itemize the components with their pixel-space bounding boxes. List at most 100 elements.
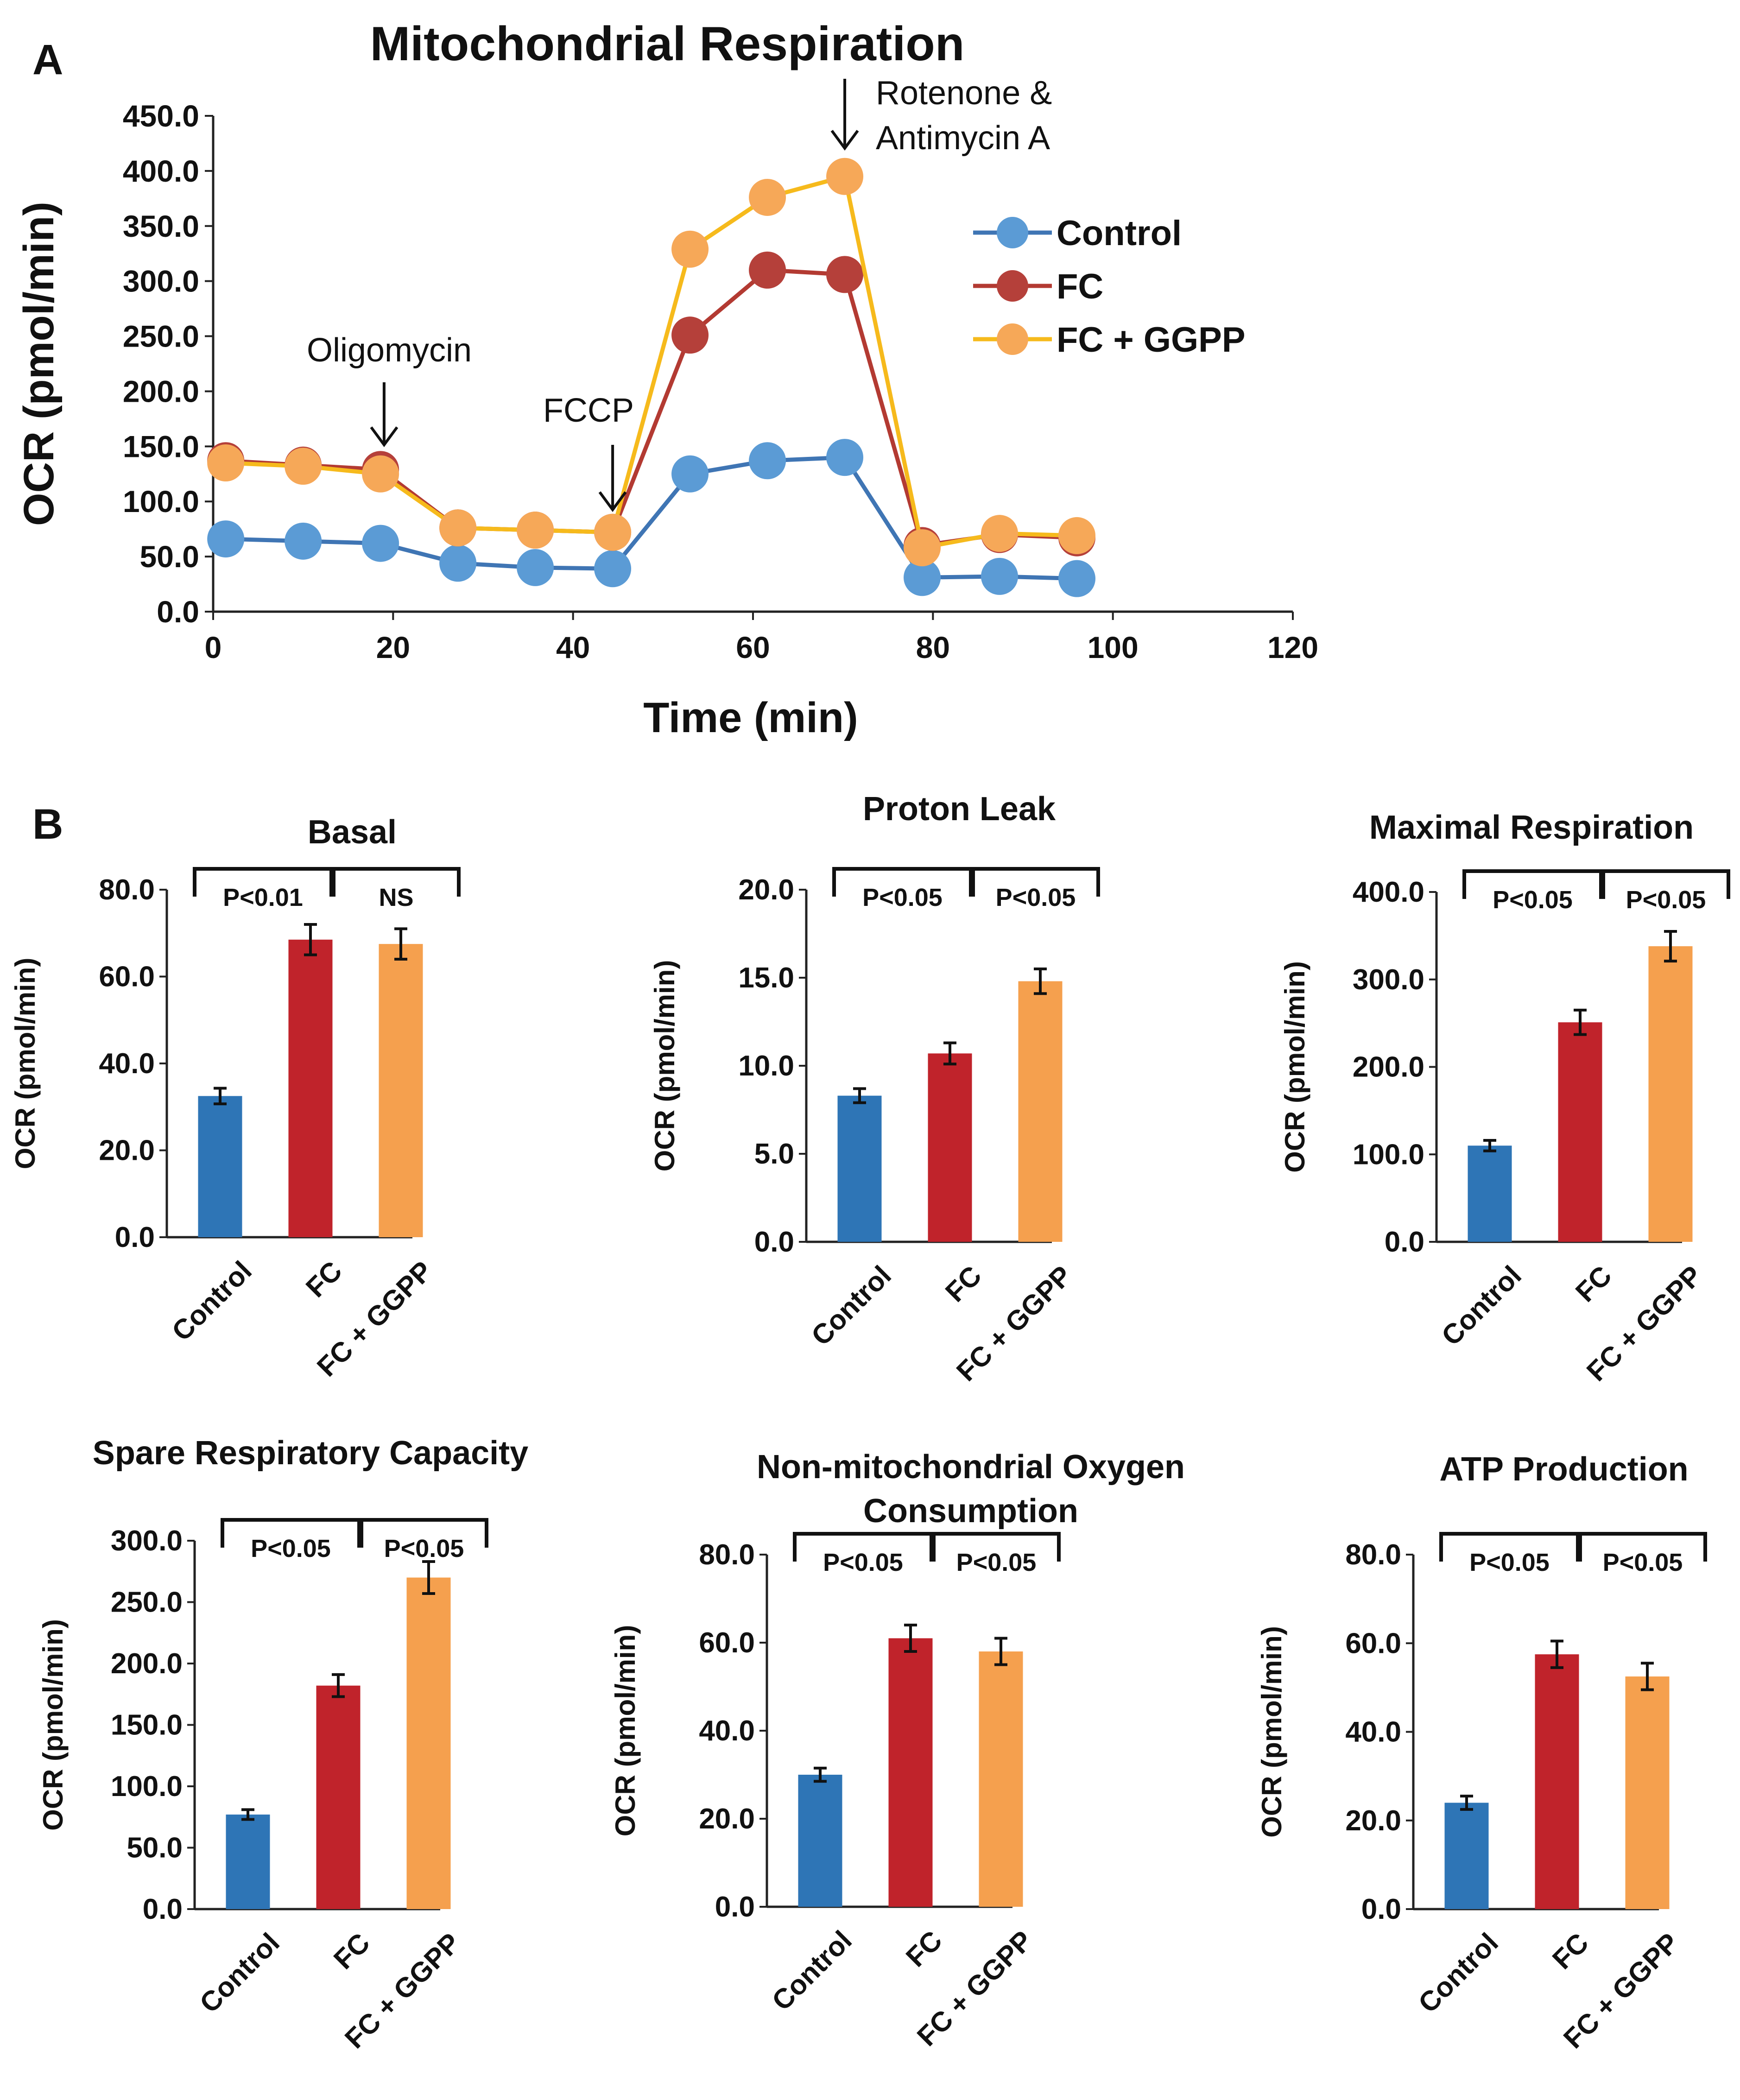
y-tick-label: 300.0 (1353, 964, 1424, 996)
y-tick-label: 250.0 (123, 319, 199, 354)
y-axis-label: OCR (pmol/min) (10, 958, 41, 1170)
y-tick-label: 450.0 (123, 99, 199, 133)
bar-2 (1018, 981, 1063, 1242)
y-tick-label: 20.0 (1345, 1805, 1401, 1837)
bar-chart-title: Maximal Respiration (1369, 809, 1694, 846)
significance-label: P<0.05 (956, 1549, 1037, 1576)
y-tick-label: 50.0 (140, 539, 199, 574)
x-tick-label: 0 (205, 630, 222, 664)
data-point (517, 512, 554, 549)
line-chart-title: Mitochondrial Respiration (370, 17, 965, 71)
annotation-antimycin: Antimycin A (876, 120, 1050, 157)
y-tick-label: 0.0 (1361, 1893, 1401, 1925)
bar-2 (979, 1651, 1023, 1907)
x-tick-label: 100 (1088, 630, 1139, 664)
y-axis-label: OCR (pmol/min) (15, 202, 63, 526)
data-point (981, 557, 1019, 595)
significance-label: NS (379, 884, 413, 911)
bar-1 (888, 1638, 933, 1907)
significance-label: P<0.05 (1626, 886, 1706, 914)
annotation-rotenone: Rotenone & (876, 75, 1052, 112)
y-axis-label: OCR (pmol/min) (649, 960, 680, 1172)
y-tick-label: 20.0 (699, 1803, 755, 1835)
data-point (1058, 517, 1095, 554)
significance-bracket (332, 867, 461, 897)
data-point (904, 559, 941, 596)
significance-label: P<0.05 (1469, 1549, 1550, 1576)
legend-label: Control (1057, 214, 1182, 253)
bar-1 (1535, 1654, 1579, 1909)
data-point (904, 529, 941, 567)
significance-label: P<0.05 (996, 884, 1076, 911)
data-point (749, 442, 786, 480)
significance-bracket (221, 1518, 361, 1548)
significance-bracket (832, 867, 973, 897)
y-tick-label: 15.0 (738, 962, 794, 994)
series-control (207, 439, 1095, 597)
significance-label: P<0.05 (1603, 1549, 1683, 1576)
legend-marker (997, 217, 1028, 248)
x-tick-label: 80 (916, 630, 950, 664)
bar-chart-title-line2: Consumption (863, 1493, 1078, 1530)
bar-0 (798, 1775, 842, 1907)
bar-1 (316, 1685, 361, 1909)
legend-marker (997, 270, 1028, 302)
y-tick-label: 0.0 (1385, 1226, 1424, 1258)
y-tick-label: 250.0 (111, 1587, 183, 1619)
panel-letter-a: A (32, 36, 63, 83)
bar-2 (1648, 946, 1693, 1242)
y-tick-label: 150.0 (111, 1709, 183, 1741)
bar-2 (1625, 1676, 1670, 1909)
x-tick-label: 20 (376, 630, 410, 664)
y-tick-label: 80.0 (1345, 1539, 1401, 1571)
significance-label: P<0.05 (823, 1549, 903, 1576)
y-tick-label: 5.0 (754, 1138, 794, 1170)
data-point (749, 251, 786, 289)
data-point (826, 439, 864, 476)
bar-2 (406, 1577, 451, 1909)
y-tick-label: 20.0 (738, 874, 794, 906)
significance-label: P<0.05 (1493, 886, 1573, 914)
line-chart: Mitochondrial Respiration 0.0 50.0 100.0 150… (15, 17, 1318, 741)
y-axis-label: OCR (pmol/min) (1279, 961, 1310, 1173)
data-point (207, 520, 245, 558)
data-point (362, 455, 399, 493)
series-fc-ggpp (207, 158, 1095, 567)
oligomycin-arrow-head (370, 426, 399, 448)
x-tick-label: 40 (556, 630, 590, 664)
panel-letter-b: B (32, 801, 63, 848)
significance-label: P<0.01 (223, 884, 303, 911)
data-point (671, 230, 709, 268)
data-point (826, 158, 864, 195)
y-tick-label: 50.0 (127, 1832, 183, 1864)
y-tick-label: 300.0 (111, 1525, 183, 1557)
y-tick-label: 350.0 (123, 209, 199, 243)
significance-bracket (971, 867, 1100, 897)
significance-bracket (1578, 1532, 1707, 1562)
annotation-oligomycin: Oligomycin (307, 332, 472, 369)
y-tick-label: 60.0 (99, 961, 155, 993)
y-tick-label: 100.0 (123, 484, 199, 519)
y-tick-label: 200.0 (123, 374, 199, 408)
y-axis-label: OCR (pmol/min) (38, 1619, 69, 1831)
data-point (207, 444, 245, 481)
significance-bracket (360, 1518, 488, 1548)
data-point (1058, 560, 1095, 597)
data-point (594, 550, 632, 588)
y-tick-label: 150.0 (123, 429, 199, 463)
x-tick-label: 120 (1267, 630, 1318, 664)
y-tick-label: 60.0 (1345, 1627, 1401, 1659)
y-tick-label: 400.0 (1353, 876, 1424, 908)
x-axis-label: Time (min) (643, 694, 858, 741)
bar-chart-title: Spare Respiratory Capacity (93, 1435, 528, 1472)
bar-2 (379, 944, 423, 1237)
y-tick-label: 0.0 (715, 1891, 755, 1923)
data-point (362, 525, 399, 562)
bar-1 (928, 1053, 972, 1242)
annotation-fccp: FCCP (543, 392, 634, 429)
data-point (594, 513, 632, 551)
y-tick-label: 60.0 (699, 1627, 755, 1659)
significance-bracket (1462, 869, 1603, 899)
